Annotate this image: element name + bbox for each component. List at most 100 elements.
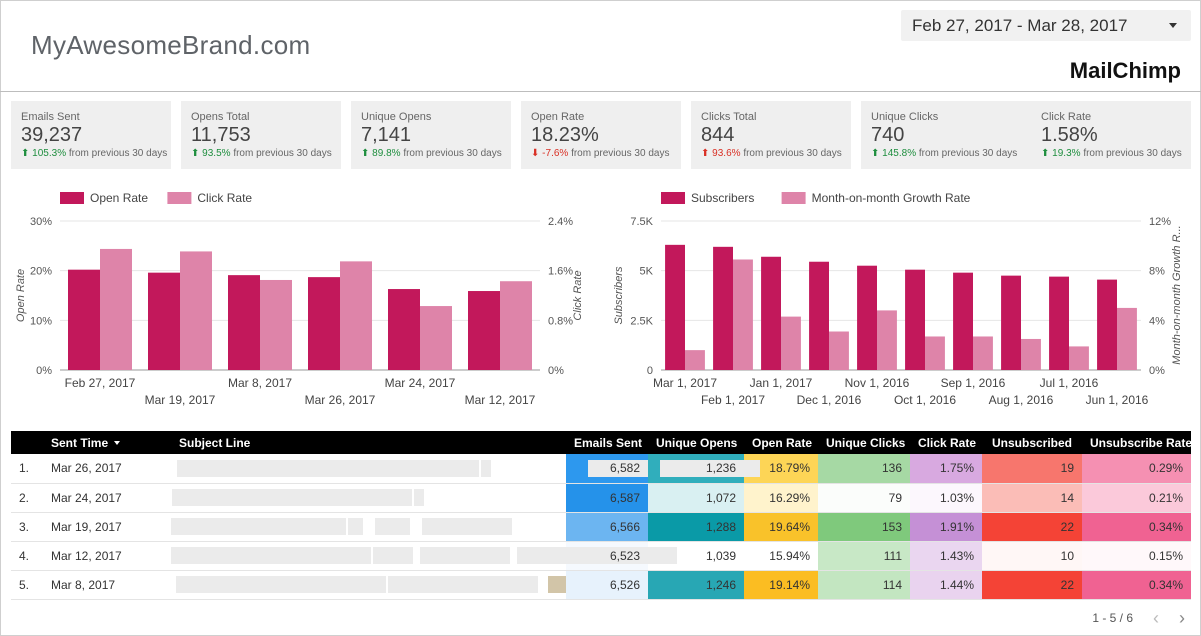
y-right-tick-label: 0% — [548, 365, 564, 377]
scorecard-delta-suffix: from previous 30 days — [571, 148, 670, 159]
header-subject-line[interactable]: Subject Line — [171, 431, 566, 454]
brand-title: MyAwesomeBrand.com — [31, 30, 311, 60]
unsubscribe-rate-cell: 0.34% — [1082, 570, 1191, 600]
sent-time-cell: Mar 26, 2017 — [43, 454, 171, 484]
bar-primary — [809, 261, 829, 370]
x-tick-label: Mar 19, 2017 — [145, 393, 216, 407]
bar-primary — [713, 246, 733, 370]
scorecard-label: Unique Clicks — [871, 111, 939, 123]
scorecard-unique-clicks[interactable]: Unique Clicks 740 ⬆ 145.8% from previous… — [861, 101, 1031, 169]
scorecard-delta-value: 105.3% — [32, 148, 67, 159]
unique-opens-cell: 1,039 — [648, 541, 744, 571]
y-right-axis-label: Click Rate — [572, 270, 584, 320]
bar-secondary — [781, 316, 801, 370]
arrow-up-icon: ⬆ — [191, 148, 200, 159]
table-row[interactable]: 5. Mar 8, 2017 6,526 1,246 19.14% 114 1.44% 22 0… — [11, 570, 1191, 600]
header-click-rate[interactable]: Click Rate — [910, 431, 982, 454]
subscribers-chart-svg: Subscribers Month-on-month Growth Rate 0 0%… — [613, 191, 1183, 407]
bar-secondary — [973, 336, 993, 370]
scorecard-opens-total[interactable]: Opens Total 11,753 ⬆ 93.5% from previous… — [181, 101, 341, 169]
subject-line-cell — [171, 483, 566, 513]
bar-primary — [68, 269, 100, 370]
y-tick-label: 2.5K — [630, 315, 653, 327]
header-sent-time[interactable]: Sent Time — [43, 431, 171, 454]
redacted-text-block — [414, 489, 424, 506]
scorecard-label: Clicks Total — [701, 111, 757, 123]
bar-primary — [857, 265, 877, 370]
x-tick-label: Mar 8, 2017 — [228, 376, 292, 390]
unsubscribed-cell: 22 — [982, 512, 1082, 542]
header-divider — [0, 91, 1201, 92]
bar-secondary — [340, 261, 372, 370]
unsubscribed-cell: 14 — [982, 483, 1082, 513]
scorecard-delta: ⬆ 105.3% from previous 30 days — [21, 148, 171, 159]
bar-secondary — [500, 281, 532, 370]
click-rate-cell: 1.91% — [910, 512, 982, 542]
redacted-text-block — [375, 518, 410, 535]
y-right-tick-label: 0.8% — [548, 315, 573, 327]
x-tick-label: Feb 27, 2017 — [65, 376, 136, 390]
legend-label: Month-on-month Growth Rate — [812, 191, 971, 205]
unique-opens-cell: 1,246 — [648, 570, 744, 600]
scorecard-click-rate[interactable]: Click Rate 1.58% ⬆ 19.3% from previous 3… — [1031, 101, 1191, 169]
scorecard-delta: ⬆ 93.5% from previous 30 days — [191, 148, 341, 159]
scorecard-delta-suffix: from previous 30 days — [68, 148, 168, 159]
arrow-down-icon: ⬇ — [531, 148, 540, 159]
redacted-text-block — [348, 518, 363, 535]
scorecard-label: Open Rate — [531, 111, 585, 123]
bar-primary — [1049, 276, 1069, 370]
open-rate-cell: 16.29% — [744, 483, 818, 513]
y-tick-label: 20% — [30, 266, 52, 278]
header-emails-sent[interactable]: Emails Sent — [566, 431, 648, 454]
scorecard-delta: ⬆ 145.8% from previous 30 days — [871, 148, 1031, 159]
unique-opens-cell: 1,072 — [648, 483, 744, 513]
open-click-rate-chart-svg: Open Rate Click Rate 0% 0% 10% 0.8% 20% 1.6% 30%… — [15, 191, 584, 407]
scorecard-open-rate[interactable]: Open Rate 18.23% ⬇ -7.6% from previous 3… — [521, 101, 681, 169]
x-tick-label: Mar 24, 2017 — [385, 376, 456, 390]
header-unsubscribed[interactable]: Unsubscribed — [982, 431, 1082, 454]
chevron-right-icon[interactable]: › — [1179, 608, 1185, 628]
y-right-tick-label: 1.6% — [548, 266, 573, 278]
scorecard-delta: ⬆ 89.8% from previous 30 days — [361, 148, 511, 159]
open-click-rate-chart: Open Rate Click Rate 0% 0% 10% 0.8% 20% 1.6% 30%… — [10, 180, 590, 415]
x-tick-label: Mar 26, 2017 — [305, 393, 376, 407]
bar-secondary — [100, 248, 132, 370]
chevron-left-icon[interactable]: ‹ — [1153, 608, 1159, 628]
table-row[interactable]: 3. Mar 19, 2017 6,566 1,288 19.64% 153 1.91% 22… — [11, 512, 1191, 542]
redacted-text-block — [176, 576, 386, 593]
bar-primary — [953, 272, 973, 370]
bar-secondary — [877, 310, 897, 370]
scorecard-unique-opens[interactable]: Unique Opens 7,141 ⬆ 89.8% from previous… — [351, 101, 511, 169]
row-index: 4. — [11, 541, 43, 571]
x-tick-label: Oct 1, 2016 — [894, 393, 956, 407]
bar-secondary — [733, 259, 753, 370]
header-unique-opens[interactable]: Unique Opens — [648, 431, 744, 454]
header-open-rate[interactable]: Open Rate — [744, 431, 818, 454]
scorecard-emails-sent[interactable]: Emails Sent 39,237 ⬆ 105.3% from previou… — [11, 101, 171, 169]
bar-secondary — [1069, 346, 1089, 370]
y-axis-label: Open Rate — [15, 269, 27, 322]
open-rate-cell: 15.94% — [744, 541, 818, 571]
y-axis-label: Subscribers — [613, 266, 625, 325]
header-unique-clicks[interactable]: Unique Clicks — [818, 431, 910, 454]
y-tick-label: 5K — [640, 266, 654, 278]
legend-label: Click Rate — [197, 191, 252, 205]
sort-descending-icon[interactable] — [114, 441, 121, 446]
scorecard-clicks-total[interactable]: Clicks Total 844 ⬆ 93.6% from previous 3… — [691, 101, 851, 169]
pagination-label: 1 - 5 / 6 — [1092, 611, 1133, 625]
x-tick-label: Jul 1, 2016 — [1040, 376, 1099, 390]
unique-clicks-cell: 153 — [818, 512, 910, 542]
table-row[interactable]: 4. Mar 12, 2017 6,523 1,039 15.94% 111 1.43% 10… — [11, 541, 1191, 571]
header-unsubscribe-rate[interactable]: Unsubscribe Rate — [1082, 431, 1192, 454]
bar-primary — [665, 244, 685, 370]
table-row[interactable]: 2. Mar 24, 2017 6,587 1,072 16.29% 79 1.03% 14 0… — [11, 483, 1191, 513]
legend-swatch — [60, 192, 84, 204]
table-row[interactable]: 1. Mar 26, 2017 6,582 1,236 18.79% 136 1.75% 19… — [11, 454, 1191, 484]
unsubscribe-rate-cell: 0.15% — [1082, 541, 1191, 571]
redacted-text-block — [548, 576, 566, 593]
date-range-picker[interactable]: Feb 27, 2017 - Mar 28, 2017 — [901, 10, 1191, 41]
scorecard-delta: ⬇ -7.6% from previous 30 days — [531, 148, 681, 159]
row-index: 1. — [11, 454, 43, 484]
scorecard-delta-suffix: from previous 30 days — [233, 148, 332, 159]
redacted-text-block — [420, 547, 510, 564]
